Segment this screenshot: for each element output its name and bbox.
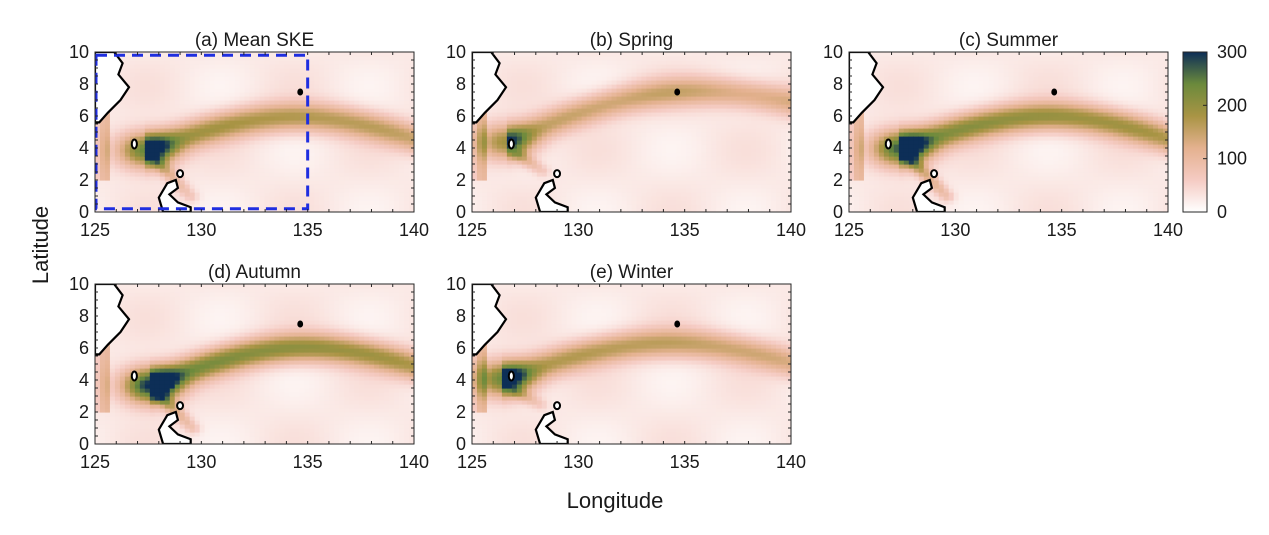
island xyxy=(176,169,185,179)
x-tick-label: 130 xyxy=(563,220,593,240)
coastline-west-land xyxy=(472,52,508,124)
y-tick-label: 4 xyxy=(79,370,89,390)
coastline-south-land xyxy=(157,410,192,444)
panel-title: (e) Winter xyxy=(590,262,674,283)
x-axis-label: Longitude xyxy=(567,488,664,513)
y-tick-label: 10 xyxy=(69,274,89,294)
x-tick-label: 125 xyxy=(457,452,487,472)
colorbar-gradient xyxy=(1182,51,1208,213)
panel-e: 125 130 135 140 0 2 4 6 8 10 (e) Winter xyxy=(446,262,806,472)
y-tick-label: 10 xyxy=(823,42,843,62)
colorbar-tick-label: 0 xyxy=(1217,202,1227,222)
y-tick-label: 8 xyxy=(833,74,843,94)
island xyxy=(1051,88,1058,96)
y-tick-label: 10 xyxy=(446,42,466,62)
island xyxy=(130,370,138,382)
island xyxy=(297,320,304,328)
x-tick-label: 135 xyxy=(670,452,700,472)
coastline-south-land xyxy=(534,410,569,444)
y-tick-label: 0 xyxy=(79,202,89,222)
y-tick-label: 6 xyxy=(79,106,89,126)
coastline-south-land xyxy=(157,178,192,212)
panel-title: (d) Autumn xyxy=(208,262,301,283)
y-tick-label: 8 xyxy=(79,74,89,94)
y-tick-label: 0 xyxy=(79,434,89,454)
coastline-west-land xyxy=(95,284,131,356)
y-tick-label: 0 xyxy=(456,434,466,454)
x-tick-label: 135 xyxy=(293,220,323,240)
x-tick-label: 140 xyxy=(399,452,429,472)
coastline-west-land xyxy=(849,52,885,124)
y-tick-label: 6 xyxy=(79,338,89,358)
coastline-south-land xyxy=(534,178,569,212)
island xyxy=(297,88,304,96)
island xyxy=(507,138,515,150)
y-tick-label: 2 xyxy=(79,170,89,190)
y-tick-label: 6 xyxy=(456,106,466,126)
colorbar-tick-label: 300 xyxy=(1217,42,1247,62)
x-tick-label: 125 xyxy=(80,220,110,240)
y-tick-label: 6 xyxy=(456,338,466,358)
y-tick-label: 2 xyxy=(833,170,843,190)
colorbar-tick-label: 200 xyxy=(1217,95,1247,115)
colorbar: 0 100 200 300 xyxy=(1182,42,1247,222)
island xyxy=(674,320,681,328)
panel-c: 125 130 135 140 0 2 4 6 8 10 (c) Summer xyxy=(823,30,1183,240)
y-tick-label: 2 xyxy=(456,402,466,422)
y-tick-label: 8 xyxy=(79,306,89,326)
y-axis-label: Latitude xyxy=(28,206,53,284)
x-tick-label: 130 xyxy=(186,452,216,472)
x-tick-label: 140 xyxy=(1153,220,1183,240)
x-tick-label: 135 xyxy=(1047,220,1077,240)
x-tick-label: 125 xyxy=(80,452,110,472)
y-tick-label: 10 xyxy=(446,274,466,294)
coastline-south-land xyxy=(911,178,946,212)
panel-title: (a) Mean SKE xyxy=(195,30,314,51)
coastline-west-land xyxy=(95,52,131,124)
x-tick-label: 135 xyxy=(293,452,323,472)
island xyxy=(553,169,562,179)
island xyxy=(176,401,185,411)
x-tick-label: 140 xyxy=(776,452,806,472)
y-tick-label: 2 xyxy=(79,402,89,422)
coastline-west-land xyxy=(472,284,508,356)
panels-group: 125 130 135 140 0 2 4 6 8 10 (a) Mean SKE 125 130 135… xyxy=(69,30,1183,472)
island xyxy=(130,138,138,150)
x-tick-label: 130 xyxy=(940,220,970,240)
x-tick-label: 135 xyxy=(670,220,700,240)
y-tick-label: 10 xyxy=(69,42,89,62)
panel-title: (b) Spring xyxy=(590,30,673,51)
x-tick-label: 125 xyxy=(457,220,487,240)
y-tick-label: 0 xyxy=(456,202,466,222)
y-tick-label: 2 xyxy=(456,170,466,190)
panel-a: 125 130 135 140 0 2 4 6 8 10 (a) Mean SKE xyxy=(69,30,429,240)
panel-title: (c) Summer xyxy=(959,30,1059,51)
y-tick-label: 4 xyxy=(833,138,843,158)
x-tick-label: 130 xyxy=(563,452,593,472)
panel-d: 125 130 135 140 0 2 4 6 8 10 (d) Autumn xyxy=(69,262,429,472)
colorbar-tick-label: 100 xyxy=(1217,149,1247,169)
island xyxy=(884,138,892,150)
island xyxy=(930,169,939,179)
y-tick-label: 4 xyxy=(79,138,89,158)
island xyxy=(507,370,515,382)
y-tick-label: 4 xyxy=(456,138,466,158)
y-tick-label: 0 xyxy=(833,202,843,222)
panel-b: 125 130 135 140 0 2 4 6 8 10 (b) Spring xyxy=(446,30,806,240)
y-tick-label: 8 xyxy=(456,74,466,94)
island xyxy=(674,88,681,96)
y-tick-label: 4 xyxy=(456,370,466,390)
x-tick-label: 125 xyxy=(834,220,864,240)
x-tick-label: 140 xyxy=(399,220,429,240)
y-tick-label: 8 xyxy=(456,306,466,326)
x-tick-label: 140 xyxy=(776,220,806,240)
x-tick-label: 130 xyxy=(186,220,216,240)
y-tick-label: 6 xyxy=(833,106,843,126)
island xyxy=(553,401,562,411)
